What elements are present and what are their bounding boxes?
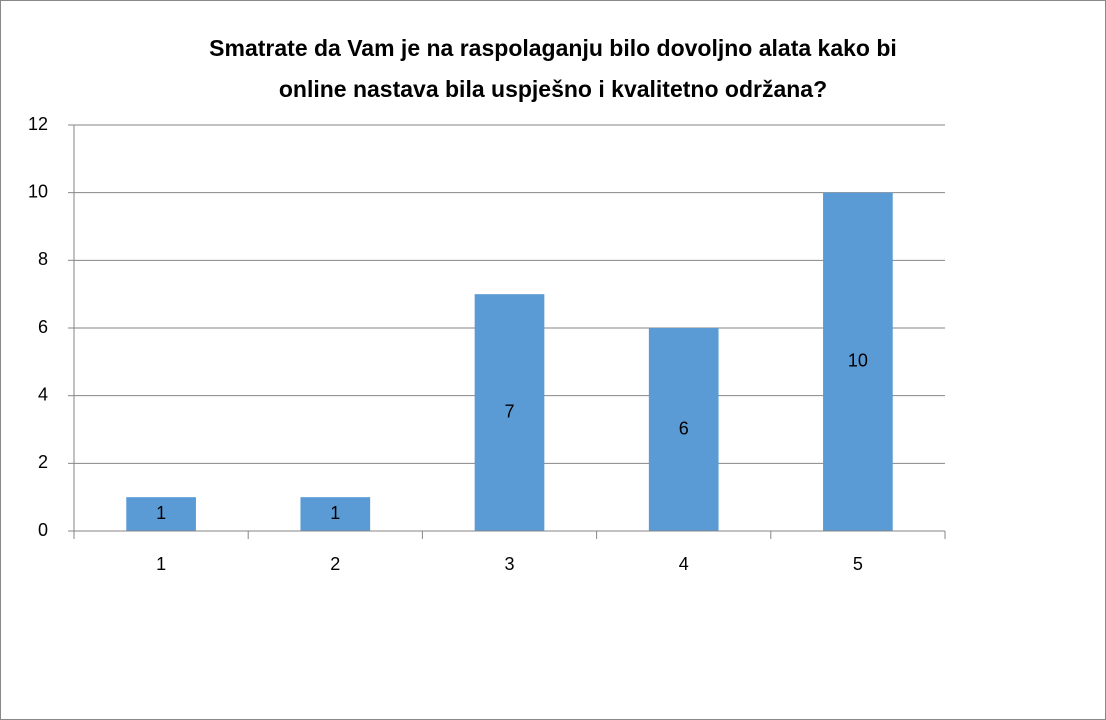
bar <box>648 328 719 531</box>
bar <box>126 497 196 531</box>
y-tick-label: 12 <box>28 114 48 134</box>
y-tick-label: 10 <box>28 181 48 201</box>
x-tick-label: 2 <box>330 554 340 574</box>
data-label: 7 <box>504 401 514 421</box>
bar <box>474 294 545 531</box>
data-label: 1 <box>330 503 340 523</box>
chart-title: Smatrate da Vam je na raspolaganju bilo … <box>209 35 897 61</box>
y-tick-label: 2 <box>38 452 48 472</box>
x-tick-label: 5 <box>853 554 863 574</box>
data-label: 6 <box>679 418 689 438</box>
data-label: 1 <box>156 503 166 523</box>
x-tick-label: 3 <box>504 554 514 574</box>
y-tick-label: 4 <box>38 384 48 404</box>
x-tick-label: 1 <box>156 554 166 574</box>
y-tick-label: 8 <box>38 249 48 269</box>
x-tick-label: 4 <box>679 554 689 574</box>
bar <box>300 497 371 531</box>
y-tick-label: 0 <box>38 520 48 540</box>
y-tick-label: 6 <box>38 317 48 337</box>
data-label: 10 <box>848 351 868 371</box>
chart-title: online nastava bila uspješno i kvalitetn… <box>279 76 827 102</box>
bar <box>823 192 893 531</box>
